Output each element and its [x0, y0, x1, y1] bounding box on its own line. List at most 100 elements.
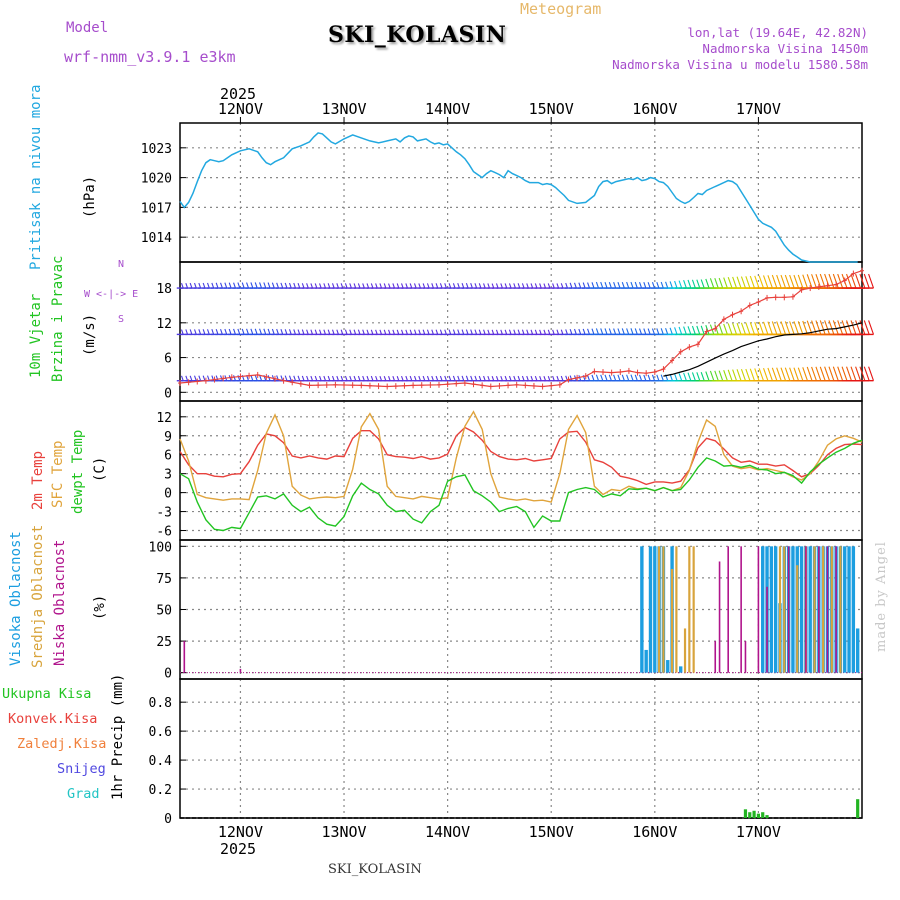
- wind-barb-flag: [647, 374, 651, 381]
- wind-barb-flag: [736, 369, 742, 381]
- wind-barb-flag: [595, 281, 600, 289]
- wind-barb-flag: [370, 375, 374, 381]
- wind-barb-flag: [452, 283, 456, 289]
- wind-barb-flag: [362, 283, 365, 289]
- wind-barb-flag: [215, 329, 219, 335]
- high-cloud-bar: [644, 649, 648, 673]
- wind-barb-flag: [767, 321, 773, 335]
- wind-barb-flag: [237, 328, 241, 335]
- wind-barb-flag: [718, 277, 724, 289]
- wind-barb-flag: [613, 374, 617, 381]
- wind-barb-flag: [263, 282, 267, 289]
- mid-cloud-bar: [783, 546, 786, 673]
- wind-barb-flag: [696, 372, 701, 381]
- wind-barb-flag: [233, 328, 236, 335]
- y-tick-label: 1020: [141, 172, 172, 187]
- wind-barb-flag: [846, 273, 852, 289]
- wind-barb-flag: [362, 329, 365, 335]
- wind-barb-flag: [314, 375, 318, 381]
- wind-barb-flag: [850, 366, 857, 381]
- compass-row: W <-|-> E: [84, 289, 139, 300]
- day-label-top: 12NOV: [218, 100, 263, 118]
- wind-barb-flag: [319, 283, 322, 289]
- wind-barb-flag: [850, 320, 857, 335]
- low-cloud-bar: [757, 546, 760, 673]
- legend-convective-rain: Konvek.Kisa: [8, 711, 98, 727]
- wind-barb-flag: [740, 369, 747, 381]
- wind-barb-flag: [591, 282, 595, 289]
- wind-barb-flag: [578, 282, 582, 289]
- wind-barb-flag: [474, 375, 478, 381]
- wind-barb-flag: [660, 374, 664, 381]
- wind-barb-flag: [237, 282, 241, 289]
- wind-barb-flag: [802, 367, 808, 381]
- wind-barb-flag: [600, 281, 604, 289]
- wind-barb-flag: [495, 375, 499, 381]
- wind-barb-flag: [246, 328, 250, 335]
- day-label-top: 13NOV: [321, 100, 366, 118]
- year-bottom: 2025: [220, 840, 256, 858]
- low-cloud-bar: [714, 641, 717, 673]
- mid-cloud-bar: [839, 546, 842, 673]
- wind-barb-flag: [732, 276, 738, 289]
- wind-barb-flag: [626, 281, 630, 289]
- wind-barb-flag: [547, 329, 551, 335]
- wind-barb-flag: [301, 329, 305, 335]
- wind-barb-flag: [340, 375, 344, 381]
- wind-barb-flag: [405, 329, 408, 335]
- high-cloud-bar: [799, 546, 804, 673]
- low-cloud-bar: [239, 668, 242, 673]
- wind-barb-flag: [621, 281, 625, 289]
- wind-barb-flag: [306, 329, 309, 335]
- wind-barb-flag: [422, 329, 426, 335]
- wind-barb-flag: [815, 273, 822, 289]
- wind-barb-flag: [578, 328, 582, 335]
- wind-barb-flag: [587, 328, 591, 335]
- precip-bar: [765, 815, 769, 818]
- wind-barb-flag: [771, 274, 778, 289]
- wind-barb-flag: [745, 368, 751, 381]
- wind-barb-flag: [344, 375, 348, 381]
- wind-barb-flag: [224, 282, 228, 289]
- wind-barb-flag: [259, 282, 263, 289]
- low-cloud-bar: [805, 546, 807, 673]
- wind-barb-flag: [241, 328, 245, 335]
- wind-barb-flag: [868, 366, 875, 381]
- wind-barb-flag: [784, 321, 791, 335]
- wind-barb-flag: [696, 279, 701, 289]
- wind-barb-flag: [780, 367, 787, 381]
- y-tick-label: -6: [156, 525, 172, 540]
- wind-barb-flag: [461, 283, 465, 289]
- wind-barb-flag: [366, 283, 370, 289]
- wind-barb-flag: [868, 320, 875, 335]
- wind-barb-flag: [815, 320, 822, 335]
- y-tick-label: 0.8: [149, 696, 172, 711]
- wind-barb-flag: [630, 328, 634, 335]
- wind-barb-flag: [678, 373, 683, 381]
- wind-barb-flag: [513, 283, 516, 289]
- wind-barb-flag: [457, 283, 460, 289]
- wind-barb-flag: [375, 329, 378, 335]
- y-tick-label: 12: [156, 411, 172, 426]
- wind-barb-flag: [776, 274, 782, 289]
- low-cloud-bar: [183, 641, 186, 673]
- wind-barb-flag: [517, 375, 521, 381]
- wind-barb-flag: [366, 329, 370, 335]
- high-cloud-bar: [773, 546, 778, 673]
- wind-barb-flag: [439, 329, 443, 335]
- wind-barb-flag: [582, 328, 586, 335]
- wind-barb-flag: [193, 329, 197, 335]
- day-label-bottom: 12NOV: [218, 823, 263, 841]
- mid-cloud-bar: [692, 546, 695, 673]
- wind-barb-flag: [560, 329, 564, 335]
- wind-barb-flag: [582, 282, 586, 289]
- wind-barb-flag: [556, 375, 560, 381]
- wind-barb-flag: [246, 282, 250, 289]
- wind-barb-flag: [789, 274, 795, 289]
- wind-barb-flag: [687, 279, 692, 289]
- wind-barb-flag: [530, 329, 534, 335]
- wind-barb-flag: [608, 328, 612, 335]
- mid-cloud-bar: [670, 569, 674, 673]
- y-tick-label: 6: [164, 449, 172, 464]
- wind-barb-flag: [452, 375, 456, 381]
